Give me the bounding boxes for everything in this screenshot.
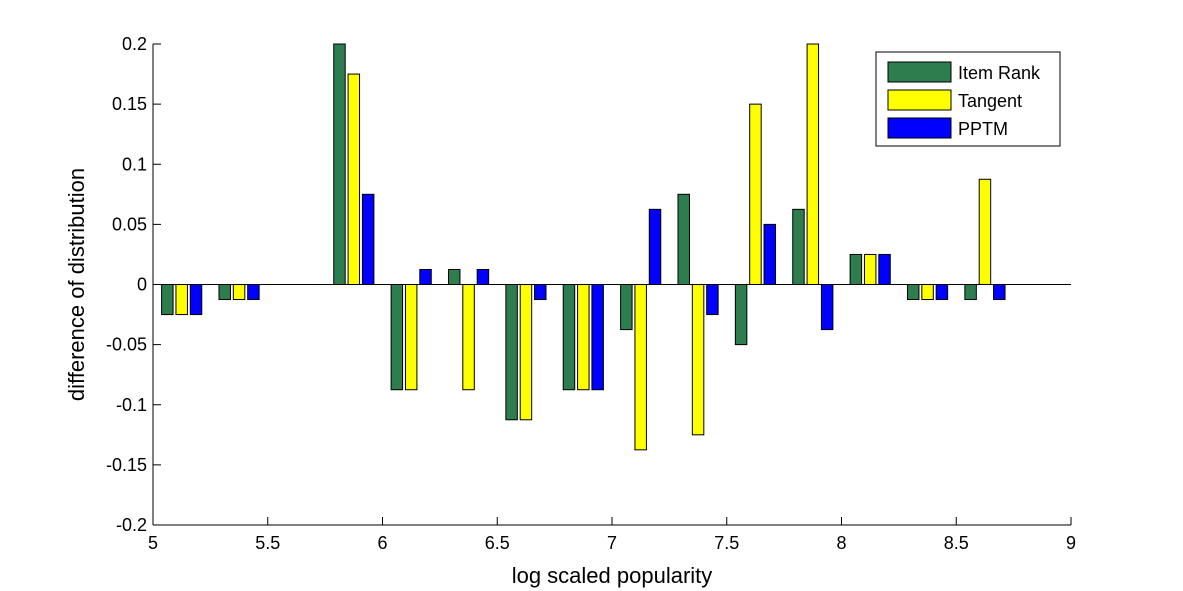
x-axis-label: log scaled popularity: [512, 563, 713, 588]
axes-layer: 5 5.5 6 6.5 7 7.5 8 8.5 9 -0.2 -0.15 -0.1 -0.05 0 0.05…: [106, 34, 1076, 553]
bar-item-rank-5: [447, 268, 461, 286]
bar-tangent-0: [175, 284, 188, 316]
bar-pptm-1: [247, 284, 260, 301]
bar-item-rank-3: [333, 43, 346, 285]
bar-tangent-7: [577, 284, 590, 391]
x-tick-label: 8.5: [944, 533, 969, 553]
bar-pptm-8: [648, 208, 662, 285]
bar-tangent-5: [462, 284, 475, 391]
legend-label-item-rank: Item Rank: [958, 63, 1041, 83]
bar-tangent-11: [806, 43, 820, 285]
bar-pptm-0: [189, 284, 203, 316]
bar-item-rank-8: [620, 284, 633, 331]
y-tick-label: 0: [137, 275, 147, 295]
bar-tangent-14: [978, 178, 992, 285]
y-tick-label: -0.05: [106, 335, 147, 355]
x-tick-label: 6.5: [485, 533, 510, 553]
bar-pptm-13: [935, 284, 949, 301]
y-tick-label: 0.05: [112, 214, 147, 234]
legend-swatch-pptm: [887, 117, 952, 139]
x-tick-label: 9: [1066, 533, 1076, 553]
bar-item-rank-4: [390, 284, 404, 391]
bar-pptm-7: [591, 284, 604, 391]
bar-item-rank-14: [964, 284, 977, 301]
bar-tangent-6: [519, 284, 533, 421]
bar-pptm-5: [476, 268, 490, 286]
bar-item-rank-7: [562, 284, 576, 391]
legend-swatch-item-rank: [887, 61, 952, 83]
y-tick-label: 0.1: [122, 154, 147, 174]
bar-item-rank-6: [505, 284, 518, 421]
y-tick-label: -0.1: [116, 395, 147, 415]
bar-tangent-1: [232, 284, 246, 301]
bar-item-rank-11: [792, 208, 805, 285]
y-axis-label: difference of distribution: [64, 168, 89, 401]
x-tick-label: 7.5: [714, 533, 739, 553]
bar-pptm-11: [820, 284, 834, 331]
bar-pptm-9: [706, 284, 719, 316]
bar-pptm-10: [763, 223, 777, 286]
bar-tangent-3: [347, 73, 361, 285]
bar-pptm-14: [993, 284, 1006, 301]
bar-item-rank-10: [734, 284, 748, 346]
bar-item-rank-13: [906, 284, 920, 301]
y-tick-label: 0.15: [112, 94, 147, 114]
bar-pptm-3: [361, 193, 375, 285]
bar-tangent-13: [921, 284, 934, 301]
bar-tangent-12: [863, 253, 877, 286]
bars-layer: [161, 43, 1006, 451]
bar-item-rank-0: [161, 284, 174, 316]
y-tick-label: 0.2: [122, 34, 147, 54]
bar-pptm-4: [419, 268, 432, 286]
bar-pptm-6: [534, 284, 547, 301]
x-tick-label: 5: [148, 533, 158, 553]
legend: Item Rank Tangent PPTM: [875, 51, 1061, 147]
bar-item-rank-12: [849, 253, 863, 286]
bar-tangent-8: [634, 284, 647, 451]
bar-item-rank-1: [218, 284, 231, 301]
legend-swatch-tangent: [887, 89, 952, 111]
bar-item-rank-9: [677, 193, 690, 285]
bar-pptm-12: [878, 253, 891, 286]
y-tick-label: -0.15: [106, 455, 147, 475]
x-tick-label: 5.5: [255, 533, 280, 553]
bar-tangent-4: [404, 284, 418, 391]
x-tick-label: 7: [607, 533, 617, 553]
legend-label-pptm: PPTM: [958, 119, 1008, 139]
x-tick-label: 6: [377, 533, 387, 553]
bar-tangent-9: [691, 284, 705, 436]
y-tick-label: -0.2: [116, 515, 147, 535]
x-tick-label: 8: [836, 533, 846, 553]
legend-label-tangent: Tangent: [958, 91, 1022, 111]
bar-tangent-10: [749, 103, 762, 285]
